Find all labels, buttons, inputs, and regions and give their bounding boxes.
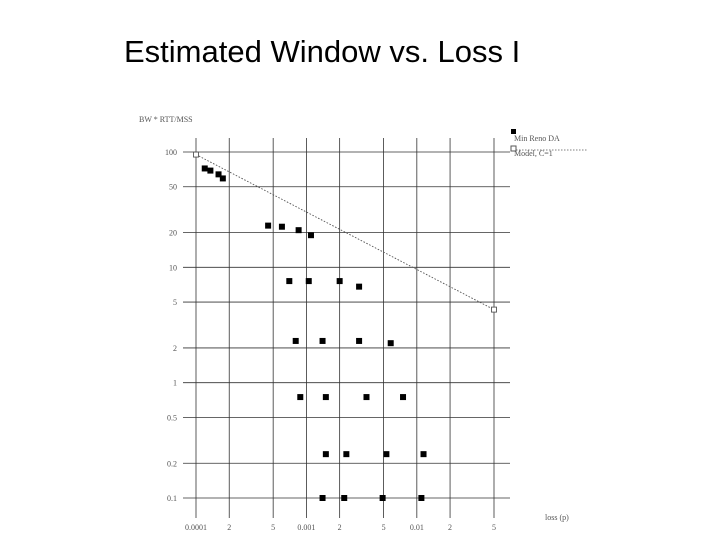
y-tick-label: 0.2: [167, 459, 177, 468]
x-tick-label: 2: [448, 523, 452, 532]
x-axis: 0.0001 2 5 0.001 2 5 0.01 2 5: [185, 523, 496, 532]
x-tick-label: 5: [382, 523, 386, 532]
data-point: [322, 394, 329, 401]
data-point: [356, 283, 363, 290]
data-point: [319, 337, 326, 344]
data-point: [295, 227, 302, 234]
data-point: [420, 451, 427, 458]
x-tick-label: 5: [492, 523, 496, 532]
data-point: [307, 232, 314, 239]
model-line: [195, 154, 495, 311]
data-point: [215, 171, 222, 178]
data-point: [418, 495, 425, 501]
y-tick-label: 0.1: [167, 494, 177, 503]
data-point: [400, 394, 407, 401]
x-axis-label: loss (p): [545, 513, 569, 522]
data-point: [297, 394, 304, 401]
data-point: [286, 278, 293, 285]
plot-background: [183, 138, 510, 518]
data-point: [278, 223, 285, 230]
y-tick-label: 50: [169, 183, 177, 192]
y-tick-label: 1: [173, 379, 177, 388]
data-point: [322, 451, 329, 458]
data-point: [341, 495, 348, 501]
x-tick-label: 5: [271, 523, 275, 532]
data-point: [292, 337, 299, 344]
data-point: [201, 165, 208, 172]
data-point: [336, 278, 343, 285]
legend-label-series-1: Min Reno DA: [514, 134, 560, 143]
model-series: [193, 151, 497, 313]
data-point: [387, 340, 394, 347]
legend: Min Reno DA Model, C=1: [510, 129, 588, 158]
model-point: [193, 151, 199, 158]
y-tick-label: 5: [173, 298, 177, 307]
x-tick-label: 0.001: [297, 523, 315, 532]
data-point: [379, 495, 386, 501]
x-tick-label: 0.01: [410, 523, 424, 532]
y-axis-label: BW * RTT/MSS: [139, 115, 193, 124]
x-tick-label: 0.0001: [185, 523, 207, 532]
plot-area: [183, 138, 510, 518]
x-tick-label: 2: [338, 523, 342, 532]
y-tick-label: 2: [173, 344, 177, 353]
y-tick-label: 10: [169, 263, 177, 272]
y-axis: 100 50 20 10 5 2 1 0.5 0.2 0.1: [165, 148, 177, 503]
slide-title: Estimated Window vs. Loss I: [124, 34, 521, 69]
data-point: [356, 337, 363, 344]
data-point: [219, 175, 226, 182]
y-tick-label: 100: [165, 148, 177, 157]
data-point: [305, 278, 312, 285]
model-point: [491, 306, 497, 313]
data-point: [363, 394, 370, 401]
legend-label-series-2: Model, C=1: [514, 149, 553, 158]
data-point: [343, 451, 350, 458]
legend-marker-filled-square: [511, 129, 516, 134]
data-point: [207, 167, 214, 174]
x-tick-label: 2: [227, 523, 231, 532]
data-point: [383, 451, 390, 458]
y-tick-label: 0.5: [167, 413, 177, 422]
y-tick-label: 20: [169, 229, 177, 238]
data-point: [265, 222, 272, 229]
data-point: [319, 495, 326, 501]
legend-marker-open-square: [510, 145, 517, 152]
data-series: [201, 165, 427, 501]
